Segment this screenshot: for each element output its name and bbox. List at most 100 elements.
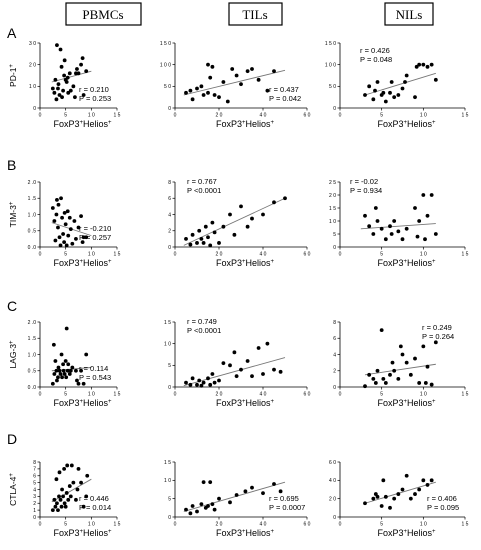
stat-r: r = 0.749 bbox=[187, 317, 217, 326]
data-point bbox=[433, 232, 438, 236]
data-point bbox=[404, 226, 409, 231]
data-point bbox=[203, 224, 208, 229]
data-point bbox=[62, 210, 67, 215]
data-point bbox=[197, 378, 202, 383]
data-point bbox=[404, 73, 409, 78]
data-point bbox=[62, 372, 67, 376]
data-point bbox=[206, 62, 210, 67]
data-point bbox=[201, 93, 206, 97]
data-point bbox=[363, 213, 367, 218]
data-point bbox=[199, 84, 204, 89]
regression-line bbox=[360, 223, 436, 230]
data-point bbox=[61, 368, 66, 373]
data-point bbox=[63, 222, 68, 227]
x-tick-label: 1 5 bbox=[462, 113, 469, 119]
data-point bbox=[363, 501, 367, 506]
regression-line bbox=[364, 363, 436, 376]
x-tick-label: 0 bbox=[174, 113, 177, 119]
x-tick-label: 1 0 bbox=[88, 252, 95, 258]
regression-line bbox=[183, 197, 286, 246]
data-point bbox=[190, 504, 195, 508]
y-tick-label: 1 bbox=[33, 508, 36, 514]
data-point bbox=[388, 505, 392, 510]
x-tick-label: 4 0 bbox=[260, 113, 267, 119]
data-point bbox=[232, 350, 237, 355]
data-point bbox=[208, 75, 213, 80]
column-title: NILs bbox=[396, 7, 423, 22]
data-point bbox=[396, 376, 401, 381]
data-point bbox=[57, 368, 62, 373]
data-point bbox=[206, 235, 210, 240]
data-point bbox=[53, 359, 58, 363]
data-point bbox=[421, 344, 426, 349]
data-point bbox=[278, 489, 283, 494]
data-point bbox=[400, 86, 405, 91]
data-point bbox=[388, 90, 392, 95]
data-point bbox=[190, 97, 195, 102]
data-point bbox=[68, 368, 73, 373]
data-point bbox=[199, 383, 204, 388]
data-point bbox=[429, 62, 434, 67]
data-point bbox=[371, 496, 376, 501]
data-point bbox=[228, 363, 232, 368]
data-point bbox=[221, 361, 226, 366]
y-tick-label: 1 0 0 bbox=[325, 62, 336, 68]
y-tick-label: 1 5 0 bbox=[325, 41, 336, 47]
data-point bbox=[65, 209, 70, 214]
data-point bbox=[400, 487, 405, 492]
data-point bbox=[375, 368, 380, 373]
data-point bbox=[415, 234, 420, 239]
data-point bbox=[55, 378, 59, 383]
data-point bbox=[239, 82, 243, 87]
x-tick-label: 6 0 bbox=[304, 113, 311, 119]
data-point bbox=[417, 62, 422, 67]
data-point bbox=[265, 341, 270, 346]
x-axis-label: FoxP3+​Helios+​ bbox=[216, 528, 275, 538]
data-point bbox=[408, 372, 413, 377]
data-point bbox=[413, 492, 417, 496]
x-tick-label: 5 bbox=[64, 113, 67, 119]
x-tick-label: 5 bbox=[380, 113, 383, 119]
data-point bbox=[367, 84, 372, 89]
data-point bbox=[188, 242, 193, 247]
data-point bbox=[413, 356, 417, 361]
data-point bbox=[228, 212, 232, 217]
data-point bbox=[66, 90, 71, 95]
data-point bbox=[59, 504, 64, 509]
data-point bbox=[80, 240, 85, 245]
data-point bbox=[261, 491, 265, 496]
data-point bbox=[76, 381, 81, 386]
y-tick-label: 5 0 bbox=[164, 84, 171, 90]
stat-p: P = 0.0007 bbox=[269, 503, 305, 512]
y-tick-label: 2 0 bbox=[329, 193, 336, 199]
data-point bbox=[234, 374, 239, 379]
y-tick-label: 2 bbox=[168, 229, 171, 235]
data-point bbox=[81, 381, 86, 386]
y-tick-label: 6 bbox=[33, 474, 36, 480]
data-point bbox=[67, 215, 72, 220]
y-tick-label: 7 bbox=[33, 467, 36, 473]
y-tick-label: 0 bbox=[168, 106, 171, 112]
data-point bbox=[53, 77, 58, 82]
data-point bbox=[256, 346, 261, 350]
data-point bbox=[184, 507, 188, 512]
data-point bbox=[81, 504, 86, 509]
data-point bbox=[50, 206, 55, 210]
y-tick-label: 2 bbox=[333, 369, 336, 375]
data-point bbox=[261, 372, 265, 376]
y-tick-label: 5 bbox=[33, 480, 36, 486]
data-point bbox=[56, 375, 60, 380]
data-point bbox=[206, 90, 210, 95]
data-point bbox=[56, 86, 60, 91]
x-tick-label: 5 bbox=[380, 522, 383, 528]
data-point bbox=[59, 352, 64, 357]
y-tick-label: 3 bbox=[33, 494, 36, 500]
x-axis-label: FoxP3+​Helios+​ bbox=[53, 119, 112, 129]
data-point bbox=[383, 494, 388, 499]
data-point bbox=[429, 193, 434, 197]
stat-r: r = 0.767 bbox=[187, 177, 217, 186]
data-point bbox=[195, 86, 199, 91]
